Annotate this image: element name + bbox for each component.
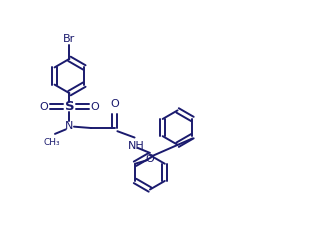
Text: Br: Br: [63, 34, 76, 44]
Text: CH₃: CH₃: [43, 138, 60, 146]
Text: NH: NH: [128, 141, 145, 151]
Text: O: O: [110, 99, 119, 109]
Text: N: N: [65, 121, 74, 131]
Text: O: O: [91, 102, 100, 112]
Text: O: O: [146, 154, 154, 164]
Text: O: O: [39, 102, 48, 112]
Text: S: S: [65, 100, 74, 113]
